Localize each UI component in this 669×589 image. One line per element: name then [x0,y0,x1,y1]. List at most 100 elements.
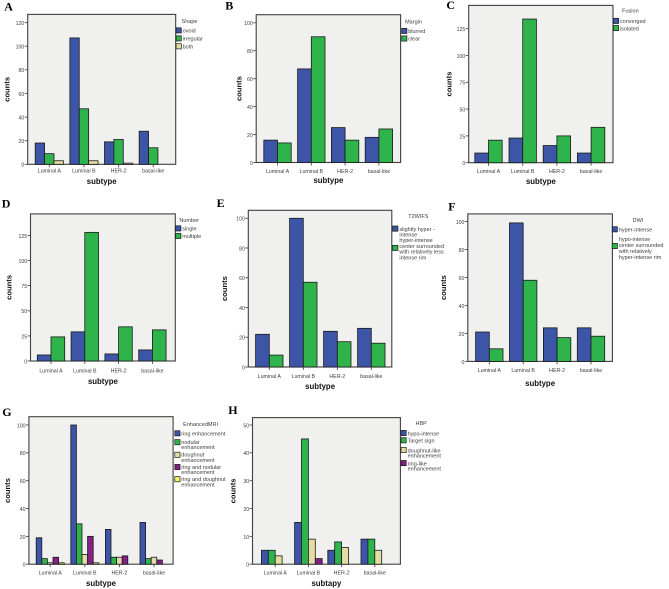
svg-text:counts: counts [445,72,454,97]
svg-text:Luminal B: Luminal B [72,169,96,175]
svg-text:with relatively less: with relatively less [398,250,444,256]
svg-text:ovoid: ovoid [183,29,196,35]
svg-text:20: 20 [19,139,25,145]
svg-text:hyper-intense rim: hyper-intense rim [619,255,662,261]
svg-text:Luminal B: Luminal B [297,571,321,577]
svg-text:DWI: DWI [633,218,644,224]
svg-text:60: 60 [459,276,465,282]
svg-text:20: 20 [247,133,253,139]
svg-text:HER-2: HER-2 [329,374,345,380]
svg-text:hyper-intense: hyper-intense [399,238,432,244]
svg-text:Luminal A: Luminal A [39,571,63,577]
svg-text:20: 20 [239,336,245,342]
svg-text:80: 80 [459,248,465,254]
svg-text:intense: intense [399,232,417,238]
svg-text:ring and doughnut: ring and doughnut [181,477,226,483]
svg-text:0: 0 [246,563,249,569]
svg-text:basal-like: basal-like [143,571,165,577]
svg-text:subtype: subtype [87,177,118,186]
svg-text:enhancement: enhancement [408,454,442,460]
svg-text:100: 100 [244,21,253,27]
svg-text:basal-like: basal-like [141,369,163,375]
svg-text:0: 0 [462,360,465,366]
svg-text:Luminal B: Luminal B [511,368,535,374]
svg-text:basal-like: basal-like [368,169,390,175]
svg-text:multiple: multiple [182,234,201,240]
svg-text:ring-like: ring-like [408,461,427,467]
svg-text:EnhancedMRI: EnhancedMRI [183,422,218,428]
svg-text:subtype: subtype [305,382,336,391]
svg-text:Luminal A: Luminal A [39,369,63,375]
svg-text:G: G [2,405,11,419]
svg-text:100: 100 [16,45,25,51]
svg-text:converged: converged [620,19,646,25]
svg-text:B: B [225,0,233,13]
svg-text:nodular: nodular [181,440,200,446]
svg-text:0: 0 [23,563,26,569]
svg-text:subtype: subtype [313,176,344,185]
svg-text:basal-like: basal-like [360,374,382,380]
svg-text:Luminal A: Luminal A [258,374,282,380]
svg-text:C: C [446,0,455,12]
svg-text:HER-2: HER-2 [337,169,353,175]
svg-text:basal-like: basal-like [364,571,386,577]
svg-text:hyper-intense: hyper-intense [619,228,652,234]
svg-text:60: 60 [247,77,253,83]
svg-text:60: 60 [20,479,26,485]
svg-text:60: 60 [239,276,245,282]
svg-text:HBP: HBP [416,421,428,427]
svg-text:subtype: subtype [86,579,117,588]
svg-text:subtype: subtype [88,377,119,386]
svg-text:counts: counts [220,276,229,301]
svg-text:25: 25 [460,134,466,140]
svg-text:HER-2: HER-2 [111,571,127,577]
svg-text:Target sign: Target sign [408,439,435,445]
svg-text:Luminal B: Luminal B [73,369,97,375]
svg-text:40: 40 [239,306,245,312]
svg-text:subtype: subtype [525,379,556,388]
svg-text:ring enhancement: ring enhancement [181,432,226,438]
svg-text:Luminal B: Luminal B [73,571,97,577]
svg-text:50: 50 [21,309,27,315]
svg-text:Luminal B: Luminal B [300,169,324,175]
svg-text:50: 50 [243,423,249,429]
svg-text:0: 0 [242,365,245,371]
svg-text:40: 40 [243,451,249,457]
svg-text:single: single [182,227,196,233]
svg-text:HER-2: HER-2 [111,169,127,175]
svg-text:100: 100 [17,423,26,429]
svg-text:Luminal A: Luminal A [264,571,288,577]
svg-text:50: 50 [460,108,466,114]
svg-text:Luminal A: Luminal A [478,368,502,374]
svg-text:0: 0 [462,161,465,167]
svg-text:hypo-intense: hypo-intense [408,431,440,437]
svg-text:with relatively: with relatively [618,249,652,255]
svg-text:HER-2: HER-2 [549,169,565,175]
svg-text:HER-2: HER-2 [549,368,565,374]
svg-text:Fusion: Fusion [622,9,639,15]
svg-text:center surrounded: center surrounded [399,244,444,250]
svg-text:hypo-intense: hypo-intense [619,237,651,243]
svg-text:40: 40 [20,507,26,513]
svg-text:doughnut: doughnut [181,453,204,459]
svg-text:basal-like: basal-like [580,368,602,374]
svg-text:100: 100 [18,259,27,265]
svg-text:center surrounded: center surrounded [619,243,664,249]
svg-text:120: 120 [16,21,25,27]
svg-text:slightly hyper -: slightly hyper - [399,227,435,233]
svg-text:counts: counts [228,478,237,503]
svg-text:25: 25 [21,334,27,340]
svg-text:0: 0 [250,161,253,167]
svg-text:80: 80 [247,49,253,55]
svg-text:Margin: Margin [405,20,422,26]
svg-text:counts: counts [234,76,243,101]
svg-text:counts: counts [3,478,12,503]
svg-text:T2WIFS: T2WIFS [408,214,428,220]
svg-text:0: 0 [24,359,27,365]
svg-text:subtapy: subtapy [311,579,342,588]
svg-text:20: 20 [459,332,465,338]
svg-text:A: A [4,0,13,13]
svg-text:HER-2: HER-2 [334,571,350,577]
svg-text:100: 100 [456,220,465,226]
svg-text:blurred: blurred [408,29,425,35]
